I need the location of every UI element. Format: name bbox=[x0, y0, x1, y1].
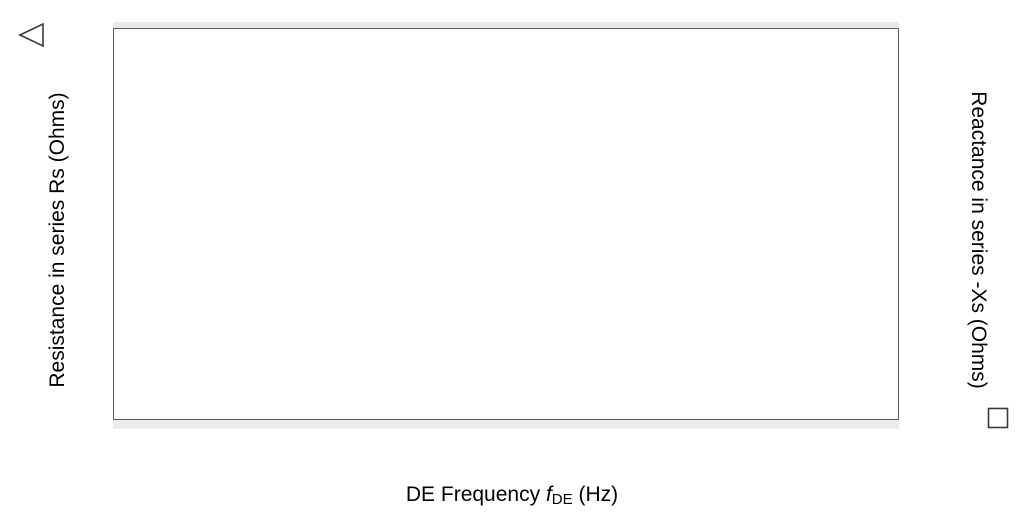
plot-area bbox=[113, 28, 899, 420]
left-axis-title: Resistance in series Rs (Ohms) bbox=[46, 92, 69, 388]
x-axis-title-suffix: (Hz) bbox=[572, 483, 619, 506]
plot-top-band bbox=[113, 22, 899, 29]
right-axis-square-icon bbox=[986, 406, 1010, 435]
x-axis-title-prefix: DE Frequency bbox=[405, 483, 546, 506]
legend bbox=[404, 205, 620, 339]
plot-bottom-band bbox=[113, 420, 899, 429]
x-axis-title-symbol: f bbox=[545, 483, 552, 506]
x-axis-title: DE Frequency fDE (Hz) bbox=[0, 483, 1024, 508]
left-axis-triangle-icon bbox=[18, 22, 46, 53]
right-axis-title: Reactance in series -Xs (Ohms) bbox=[967, 91, 990, 389]
x-axis-title-subscript: DE bbox=[551, 491, 573, 508]
